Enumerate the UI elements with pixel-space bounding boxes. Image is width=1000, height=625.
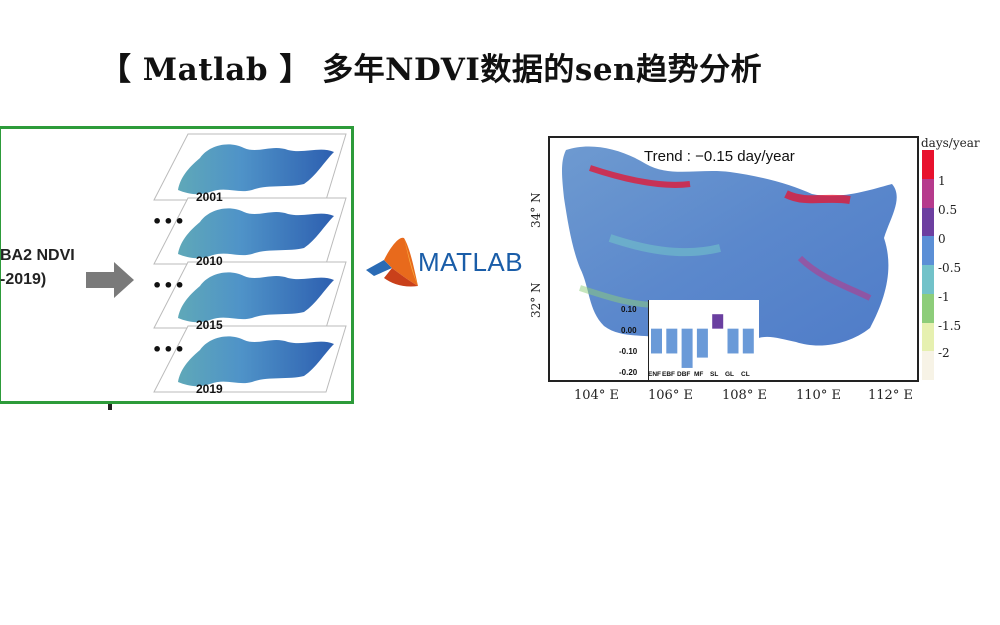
lon-label-112: 112° E xyxy=(868,388,913,403)
layer-2001 xyxy=(153,133,347,201)
legend-tick-neg2: -2 xyxy=(938,346,950,360)
inset-bar-MF xyxy=(696,328,708,358)
matlab-membrane-icon xyxy=(366,237,418,287)
legend-unit: days/year xyxy=(921,136,980,150)
trend-map-graphic xyxy=(562,146,897,349)
inset-ytick-1: 0.00 xyxy=(621,326,637,335)
ndvi-dataset-label: BA2 NDVI -2019) xyxy=(0,244,75,292)
legend-swatch xyxy=(922,322,934,352)
year-label-2001: 2001 xyxy=(196,190,223,204)
inset-xtick-ENF: ENF xyxy=(648,371,661,378)
legend-swatch xyxy=(922,265,934,294)
ndvi-label-line2: -2019) xyxy=(0,271,47,288)
ellipsis-3: ••• xyxy=(152,340,186,359)
inset-xtick-DBF: DBF xyxy=(677,371,691,378)
lat-label-32: 32° N xyxy=(529,282,543,318)
ellipsis-2: ••• xyxy=(152,276,186,295)
lon-label-108: 108° E xyxy=(722,388,767,403)
year-label-2015: 2015 xyxy=(196,318,223,332)
layer-2015 xyxy=(153,261,347,329)
ndvi-layer-stack xyxy=(153,133,347,393)
lat-label-34: 34° N xyxy=(529,192,543,228)
right-arrow-icon xyxy=(86,262,134,298)
inset-ytick-2: -0.10 xyxy=(619,347,638,356)
layer-2019 xyxy=(153,325,347,393)
inset-bar-EBF xyxy=(666,328,678,354)
inset-bar-ENF xyxy=(651,328,662,354)
inset-xtick-CL: CL xyxy=(741,371,750,378)
page-title: 【 Matlab 】 多年NDVI数据的sen趋势分析 xyxy=(100,52,763,88)
legend-swatch xyxy=(922,150,934,179)
inset-ytick-3: -0.20 xyxy=(619,368,638,377)
inset-bars xyxy=(651,314,754,368)
inset-bar-CL xyxy=(742,328,754,354)
inset-bar-DBF xyxy=(681,328,693,368)
lon-label-104: 104° E xyxy=(574,388,619,403)
legend-tick-neg1.5: -1.5 xyxy=(938,319,962,333)
stray-mark xyxy=(108,404,112,410)
inset-bar-GL xyxy=(727,328,739,354)
layer-2010 xyxy=(153,197,347,265)
legend-swatch xyxy=(922,236,934,265)
legend-swatch xyxy=(922,293,934,323)
trend-map: Trend : −0.15 day/year xyxy=(548,136,919,382)
year-label-2019: 2019 xyxy=(196,382,223,396)
inset-xtick-GL: GL xyxy=(725,371,735,378)
inset-ytick-0: 0.10 xyxy=(621,305,637,314)
trend-annotation: Trend : −0.15 day/year xyxy=(644,148,795,165)
matlab-wordmark: MATLAB xyxy=(418,247,524,277)
inset-bar-SL xyxy=(712,314,724,329)
ellipsis-1: ••• xyxy=(152,212,186,231)
lon-label-110: 110° E xyxy=(796,388,841,403)
inset-xtick-EBF: EBF xyxy=(662,371,675,378)
legend-swatch xyxy=(922,207,934,237)
inset-bar-chart xyxy=(648,300,759,380)
legend-tick-0: 0 xyxy=(938,232,946,246)
legend-swatch xyxy=(922,178,934,208)
legend-swatch xyxy=(922,351,934,380)
legend-tick-neg0.5: -0.5 xyxy=(938,261,962,275)
legend-tick-neg1: -1 xyxy=(938,290,950,304)
legend-colorbar xyxy=(922,150,934,380)
lon-label-106: 106° E xyxy=(648,388,693,403)
ndvi-label-line1: BA2 NDVI xyxy=(0,247,75,264)
legend-tick-0.5: 0.5 xyxy=(938,203,958,217)
year-label-2010: 2010 xyxy=(196,254,223,268)
inset-xtick-SL: SL xyxy=(710,371,719,378)
legend-tick-1: 1 xyxy=(938,174,946,188)
inset-xtick-MF: MF xyxy=(694,371,704,378)
